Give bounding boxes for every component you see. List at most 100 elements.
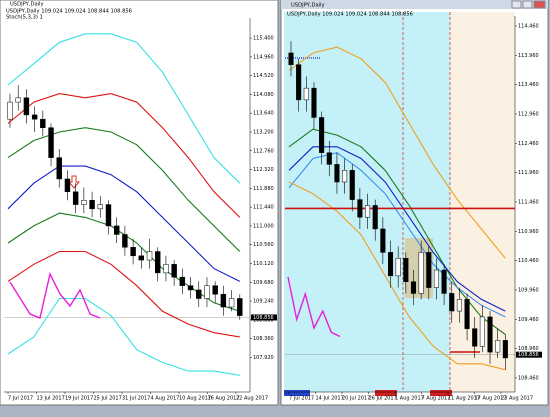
candle-body (326, 152, 332, 165)
price-label: 110.960 (518, 229, 539, 235)
candle-body (426, 252, 432, 288)
price-label: 114.960 (253, 54, 274, 60)
candle-body (105, 204, 112, 227)
candle-body (296, 64, 302, 101)
date-label: 10 Aug 2017 (179, 396, 211, 402)
candle-body (212, 285, 218, 295)
candle-body (23, 97, 30, 116)
candle-body (380, 228, 386, 253)
date-label: 11 Aug 2017 (448, 396, 480, 402)
last-price-box (516, 351, 542, 358)
price-label: 114.520 (253, 73, 274, 79)
date-label: 19 Jul 2017 (65, 396, 93, 402)
oscillator-line (287, 276, 341, 338)
candle-body (113, 225, 120, 235)
cyan-zone (284, 12, 450, 392)
price-label: 112.760 (253, 148, 274, 154)
date-label: 13 Jul 2017 (37, 396, 65, 402)
candle-body (449, 293, 455, 312)
candle-body (146, 251, 153, 261)
last-price: 108.856 (253, 315, 274, 321)
candle-body (81, 200, 87, 205)
candle-body (155, 251, 161, 274)
price-label: 108.960 (518, 346, 539, 352)
price-label: 110.560 (253, 242, 274, 248)
close-button[interactable] (533, 0, 546, 9)
band-line (7, 93, 241, 218)
date-label: 26 Jul 2017 (369, 396, 397, 402)
candle-body (97, 204, 103, 210)
candle-body (138, 255, 145, 261)
band-line (288, 152, 506, 318)
candle-body (342, 170, 348, 183)
date-label: 23 Aug 2017 (501, 396, 533, 402)
candle-body (288, 52, 294, 65)
band-line (7, 33, 241, 184)
date-label: 17 Aug 2017 (475, 396, 507, 402)
maximize-button[interactable] (522, 0, 533, 9)
price-label: 112.960 (518, 111, 539, 117)
price-label: 113.460 (518, 82, 539, 88)
candle-body (40, 118, 46, 128)
band-line (7, 250, 240, 338)
price-label: 110.120 (253, 261, 274, 267)
candle-body (456, 299, 462, 312)
candle-body (464, 299, 470, 329)
candle-body (179, 276, 186, 286)
candle-body (89, 200, 95, 210)
candle-body (395, 258, 401, 277)
candle-body (349, 170, 355, 200)
candle-body (387, 252, 394, 277)
candle-body (479, 316, 485, 347)
indicator-header: Stoch(5,3,3) 1 (6, 15, 43, 21)
date-label: 16 Aug 2017 (208, 396, 240, 402)
candle-body (403, 258, 409, 282)
candle-body (130, 247, 136, 257)
date-label: 25 Jul 2017 (94, 396, 122, 402)
candle-body (303, 87, 309, 101)
candle-body (237, 298, 243, 316)
candle-body (196, 289, 202, 299)
date-label: 22 Aug 2017 (236, 396, 268, 402)
candle-body (56, 157, 62, 180)
price-label: 109.240 (253, 299, 274, 305)
price-label: 109.460 (518, 317, 539, 323)
candle-body (72, 191, 79, 205)
arrow-marker (67, 175, 81, 189)
candle-body (228, 298, 235, 308)
minimize-button[interactable] (511, 0, 522, 9)
date-marker (430, 390, 452, 396)
price-label: 113.960 (518, 53, 539, 59)
date-marker (375, 390, 397, 396)
candle-body (204, 285, 210, 299)
date-marker (284, 390, 310, 396)
candle-body (171, 264, 177, 278)
price-label: 111.880 (253, 186, 274, 192)
date-label: 20 Jul 2017 (342, 396, 370, 402)
price-label: 108.360 (253, 336, 274, 342)
price-label: 111.960 (518, 170, 539, 176)
date-label: 7 Jul 2017 (8, 396, 33, 402)
candle-body (441, 269, 447, 294)
price-label: 112.460 (518, 141, 539, 147)
price-label: 113.200 (253, 129, 274, 135)
price-label: 113.640 (253, 111, 274, 117)
candle-body (15, 97, 21, 103)
band-line (7, 297, 240, 376)
price-label: 112.320 (253, 167, 274, 173)
candle-body (410, 281, 417, 294)
candle-body (31, 114, 38, 120)
band-line (288, 146, 506, 312)
chart-tab: USDJPY,Daily (10, 2, 44, 8)
price-label: 111.000 (253, 223, 274, 229)
chart-tab: USDJPY,Daily (291, 3, 325, 9)
band-line (7, 165, 241, 282)
candle-body (487, 316, 493, 353)
price-label: 111.460 (518, 199, 539, 205)
candle-body (187, 285, 194, 291)
candle-body (365, 205, 371, 218)
last-price: 108.856 (518, 352, 539, 358)
candle-body (418, 252, 424, 294)
